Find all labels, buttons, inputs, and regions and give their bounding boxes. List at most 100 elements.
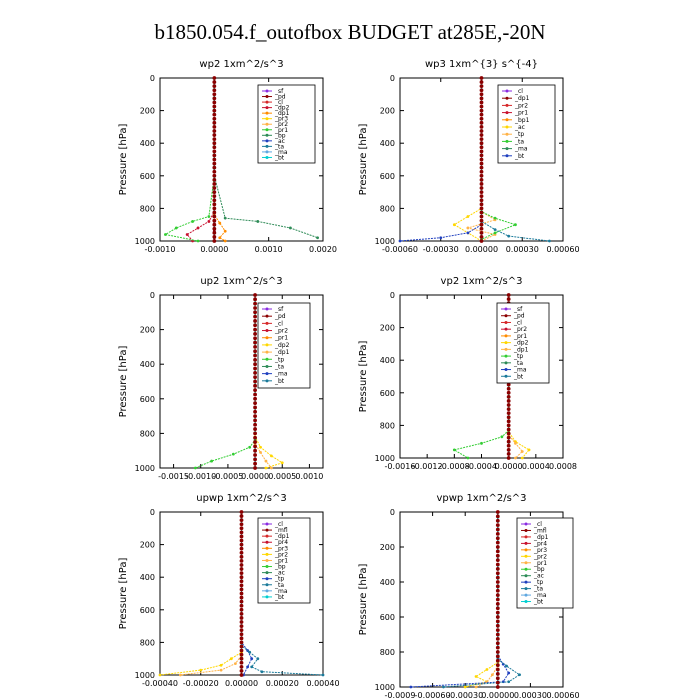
data-point bbox=[253, 323, 257, 328]
data-point bbox=[495, 566, 500, 571]
legend-label: _sf bbox=[513, 306, 523, 313]
legend-marker bbox=[265, 534, 269, 538]
x-tick-label: 0.00040 bbox=[306, 679, 339, 688]
legend-label: _pr1 bbox=[513, 333, 527, 340]
data-point bbox=[495, 571, 500, 576]
data-point bbox=[174, 226, 178, 230]
data-point bbox=[239, 607, 244, 612]
data-point bbox=[239, 522, 244, 527]
panel-title: vpwp 1xm^2/s^3 bbox=[436, 493, 526, 504]
data-point bbox=[495, 628, 500, 633]
data-point bbox=[253, 297, 257, 302]
legend-marker bbox=[265, 558, 269, 562]
chart-panel-2: wp3 1xm^{3} s^{-4} Pressure [hPa] 0 200 400 6… bbox=[358, 59, 580, 254]
y-tick-label: 1000 bbox=[135, 671, 155, 680]
legend-marker bbox=[265, 117, 269, 121]
legend-marker bbox=[265, 350, 269, 354]
legend-marker bbox=[524, 554, 528, 558]
data-point bbox=[212, 177, 217, 182]
x-tick-label: -0.0004 bbox=[466, 462, 497, 471]
data-point bbox=[479, 194, 484, 199]
series-line-pr2 bbox=[465, 512, 499, 688]
data-point bbox=[253, 461, 257, 466]
x-tick-label: 0.0000 bbox=[241, 472, 269, 481]
legend-label: _pr2 bbox=[514, 102, 528, 109]
data-point bbox=[239, 538, 244, 543]
data-point bbox=[218, 236, 222, 240]
data-point bbox=[253, 379, 257, 384]
data-point bbox=[495, 549, 500, 554]
legend-label: _dp1 bbox=[274, 349, 290, 356]
legend-marker bbox=[505, 132, 509, 136]
data-point bbox=[253, 435, 257, 440]
legend-label: _cl bbox=[513, 319, 522, 326]
data-point bbox=[253, 301, 257, 306]
data-point bbox=[479, 169, 484, 174]
legend-label: _ac bbox=[514, 124, 525, 131]
data-point bbox=[239, 514, 244, 518]
legend-marker bbox=[524, 561, 528, 565]
data-point bbox=[495, 531, 500, 536]
data-point bbox=[495, 527, 500, 532]
data-point bbox=[507, 671, 511, 675]
data-point bbox=[239, 530, 244, 535]
legend-label: _pd bbox=[513, 313, 525, 320]
data-point bbox=[506, 419, 511, 424]
data-point bbox=[164, 233, 167, 236]
x-tick-label: 0.0008 bbox=[549, 462, 577, 471]
legend-marker bbox=[265, 95, 269, 99]
legend-label: _ma bbox=[274, 588, 288, 595]
data-point bbox=[253, 457, 257, 462]
y-tick-label: 1000 bbox=[375, 683, 395, 692]
data-point bbox=[239, 550, 244, 555]
data-point bbox=[212, 186, 217, 190]
data-point bbox=[495, 636, 500, 641]
data-point bbox=[239, 664, 244, 669]
legend-marker bbox=[524, 574, 528, 578]
data-point bbox=[506, 411, 511, 416]
data-point bbox=[495, 597, 500, 602]
data-point bbox=[495, 510, 500, 514]
data-point bbox=[514, 456, 517, 460]
legend-label: _mfl bbox=[274, 527, 288, 534]
legend-marker bbox=[504, 361, 508, 365]
data-point bbox=[495, 650, 500, 654]
legend-label: _pr3 bbox=[274, 116, 288, 123]
data-point bbox=[212, 149, 217, 154]
legend-label: _bt bbox=[533, 599, 544, 606]
data-point bbox=[479, 230, 484, 235]
data-point bbox=[239, 656, 244, 661]
legend-marker bbox=[265, 150, 269, 154]
x-tick-label: 0.0020 bbox=[309, 245, 337, 254]
x-tick-label: 0.00000 bbox=[481, 691, 514, 700]
legend-label: _cl bbox=[514, 88, 523, 95]
data-point bbox=[212, 173, 217, 178]
legend-marker bbox=[504, 347, 508, 351]
data-point bbox=[253, 293, 257, 297]
data-point bbox=[212, 76, 217, 80]
data-point bbox=[479, 173, 484, 178]
legend-marker bbox=[524, 522, 528, 526]
data-point bbox=[479, 92, 484, 97]
data-point bbox=[239, 510, 244, 514]
data-point bbox=[479, 157, 484, 162]
data-point bbox=[506, 447, 511, 452]
data-point bbox=[212, 96, 217, 101]
legend-label: _ta bbox=[274, 363, 284, 370]
chart-panel-5: upwp 1xm^2/s^3 Pressure [hPa] 0 200 400 600 80… bbox=[118, 493, 340, 688]
data-point bbox=[506, 386, 511, 391]
data-point bbox=[506, 439, 511, 444]
data-point bbox=[269, 454, 273, 458]
legend-label: _bt bbox=[513, 373, 524, 380]
data-point bbox=[191, 220, 195, 223]
data-point bbox=[495, 545, 500, 549]
x-tick-label: -0.00040 bbox=[142, 679, 178, 688]
data-point bbox=[495, 558, 500, 563]
data-point bbox=[212, 84, 217, 89]
legend-marker bbox=[265, 122, 269, 126]
y-tick-label: 400 bbox=[380, 356, 395, 365]
legend-marker bbox=[504, 374, 508, 378]
legend-label: _ma bbox=[533, 592, 547, 599]
data-point bbox=[466, 215, 470, 218]
legend-label: _pr2 bbox=[513, 326, 527, 333]
